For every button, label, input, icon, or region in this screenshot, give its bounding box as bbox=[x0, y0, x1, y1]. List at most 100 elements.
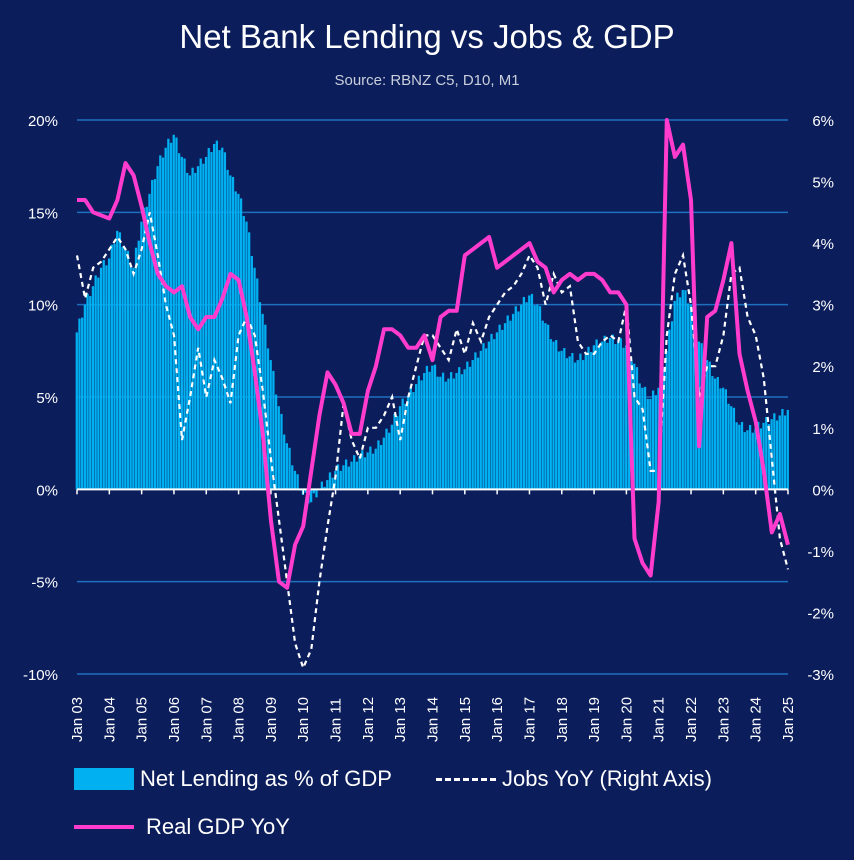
bar bbox=[151, 180, 154, 490]
bar bbox=[711, 376, 714, 490]
bar bbox=[420, 380, 423, 490]
chart-plot: 20% 15% 10% 5% 0% -5% -10% 6% 5% 4% 3% 2% 1% 0% -1% -2… bbox=[23, 113, 834, 742]
gdp-line bbox=[77, 118, 790, 590]
bar bbox=[493, 339, 496, 490]
bar bbox=[107, 258, 111, 490]
bar bbox=[323, 486, 326, 490]
bar bbox=[374, 448, 377, 490]
bar bbox=[687, 303, 690, 490]
bar bbox=[590, 352, 593, 490]
bar bbox=[164, 147, 167, 490]
bar bbox=[234, 191, 237, 490]
bar bbox=[546, 324, 550, 490]
bar bbox=[75, 332, 78, 490]
bar bbox=[423, 372, 426, 490]
bar bbox=[428, 371, 431, 490]
x-tick-label: Jan 11 bbox=[328, 698, 345, 742]
bar bbox=[754, 428, 757, 490]
bar bbox=[304, 489, 307, 493]
bar bbox=[258, 302, 262, 490]
legend-dash-swatch bbox=[436, 777, 496, 781]
bar bbox=[202, 163, 205, 490]
right-tick-label: 1% bbox=[812, 421, 834, 438]
bar bbox=[401, 398, 404, 490]
bar bbox=[266, 348, 270, 490]
bar bbox=[716, 376, 719, 490]
bar bbox=[113, 243, 116, 490]
x-tick-label: Jan 07 bbox=[198, 697, 215, 742]
bar bbox=[148, 193, 151, 490]
bar bbox=[595, 339, 598, 490]
bar bbox=[479, 350, 482, 490]
bar bbox=[239, 198, 243, 490]
bar bbox=[606, 342, 609, 490]
x-axis: Jan 03 Jan 04 Jan 05 Jan 06 Jan 07 Jan 08 Jan … bbox=[69, 697, 797, 742]
x-tick-label: Jan 09 bbox=[263, 697, 280, 742]
lines-group bbox=[75, 118, 790, 671]
x-tick-label: Jan 19 bbox=[586, 697, 603, 742]
bar bbox=[309, 489, 313, 503]
bar bbox=[218, 150, 221, 490]
x-tick-label: Jan 05 bbox=[134, 697, 151, 742]
bar bbox=[738, 424, 741, 490]
bar bbox=[703, 357, 706, 490]
bar bbox=[668, 329, 671, 490]
bar bbox=[625, 345, 628, 490]
bar bbox=[514, 306, 517, 490]
bar bbox=[116, 230, 119, 490]
bar bbox=[498, 324, 501, 490]
bar bbox=[86, 293, 89, 490]
legend-jobs-label: Jobs YoY (Right Axis) bbox=[502, 766, 712, 791]
right-tick-label: 5% bbox=[812, 175, 834, 192]
bar bbox=[509, 320, 512, 490]
legend-line-swatch bbox=[74, 825, 134, 829]
bar bbox=[379, 445, 383, 490]
bar bbox=[245, 221, 248, 490]
right-tick-label: -2% bbox=[807, 605, 834, 622]
bar bbox=[409, 388, 412, 490]
bar bbox=[366, 452, 369, 490]
bar bbox=[495, 332, 499, 490]
bar bbox=[743, 432, 746, 490]
bar bbox=[665, 350, 668, 490]
bar bbox=[501, 329, 504, 490]
bar bbox=[369, 446, 372, 490]
bar bbox=[746, 430, 749, 490]
bar bbox=[339, 470, 342, 490]
bar bbox=[412, 392, 415, 490]
bar bbox=[226, 169, 229, 490]
bar bbox=[283, 434, 286, 490]
bar bbox=[159, 155, 162, 490]
bar bbox=[390, 424, 394, 490]
x-tick-label: Jan 13 bbox=[392, 697, 409, 742]
x-tick-label: Jan 08 bbox=[231, 697, 248, 742]
bar bbox=[436, 376, 439, 490]
bar bbox=[598, 346, 601, 490]
bar bbox=[584, 354, 587, 490]
bar bbox=[167, 138, 170, 490]
bar bbox=[767, 424, 771, 490]
bar bbox=[210, 152, 213, 490]
bar bbox=[398, 406, 402, 490]
bar bbox=[571, 352, 574, 490]
bar bbox=[110, 244, 113, 490]
bar bbox=[229, 175, 232, 490]
right-axis: 6% 5% 4% 3% 2% 1% 0% -1% -2% -3% bbox=[807, 113, 834, 684]
bar bbox=[441, 372, 445, 490]
right-tick-label: 6% bbox=[812, 113, 834, 130]
x-tick-label: Jan 24 bbox=[748, 697, 765, 742]
bar bbox=[371, 453, 375, 490]
bar bbox=[641, 387, 644, 490]
bars-group bbox=[75, 134, 789, 504]
bar bbox=[97, 277, 100, 490]
bar bbox=[603, 335, 606, 490]
bar bbox=[78, 318, 81, 490]
bar bbox=[689, 304, 692, 490]
bar bbox=[161, 157, 165, 490]
bar bbox=[783, 415, 787, 490]
bar bbox=[385, 428, 388, 490]
bar bbox=[619, 338, 622, 490]
bar bbox=[140, 221, 143, 490]
bar bbox=[269, 360, 272, 490]
